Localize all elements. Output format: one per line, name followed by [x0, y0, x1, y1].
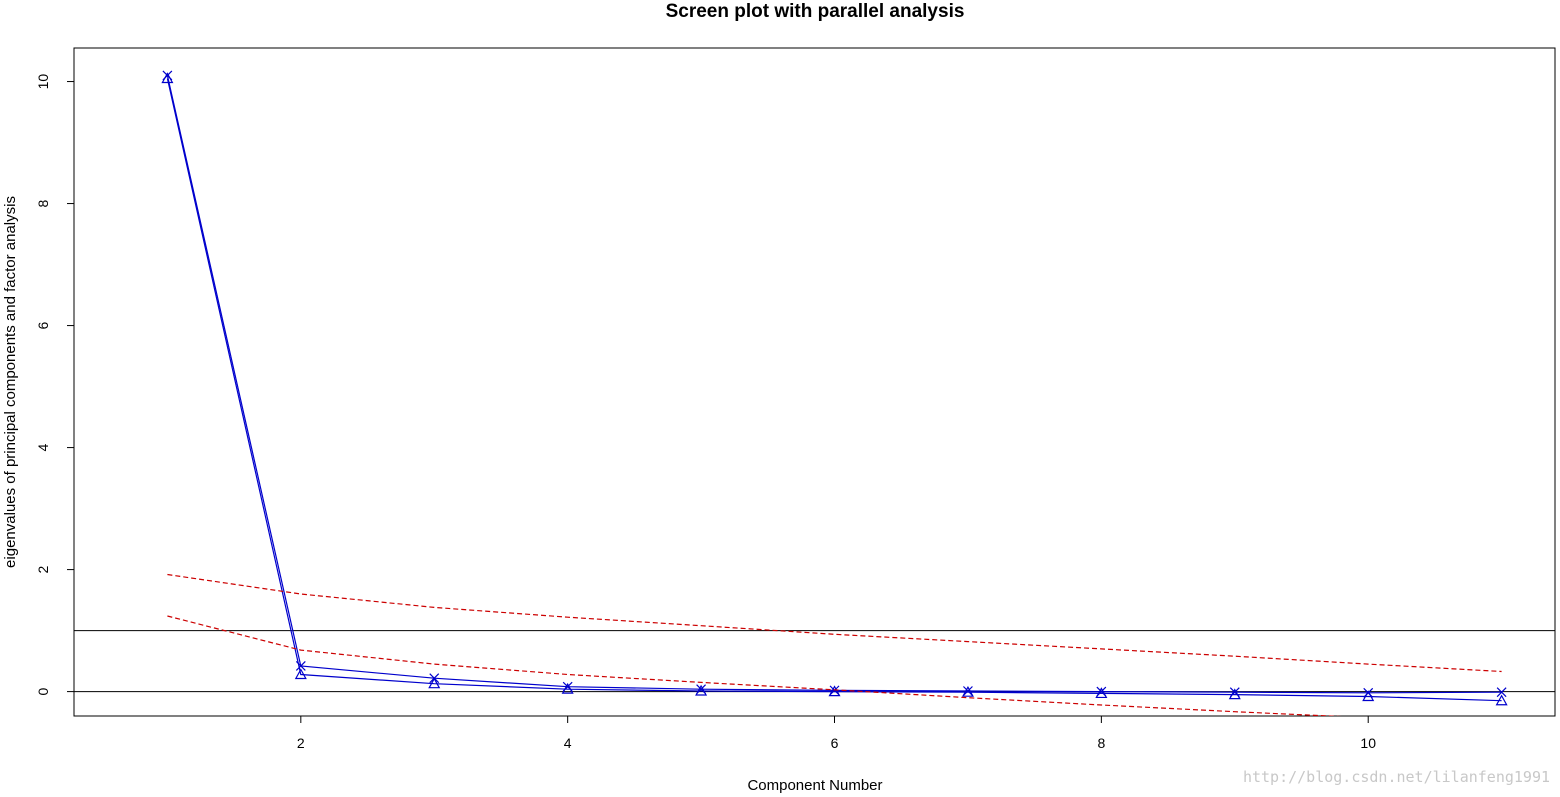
plot-frame	[73, 47, 1556, 717]
data-point-triangle	[828, 685, 841, 697]
y-tick-label: 2	[35, 565, 51, 573]
y-ticks: 0 2 4 6 8 10	[35, 74, 74, 695]
y-tick-label: 8	[35, 199, 51, 207]
x-tick-label: 8	[1097, 735, 1105, 751]
x-axis-label: Component Number	[747, 777, 882, 794]
simulated-data-line	[167, 573, 1502, 673]
eigenvalue-line	[166, 78, 1502, 702]
y-axis-label: eigenvalues of principal components and …	[2, 196, 19, 568]
y-tick-label: 10	[35, 74, 51, 90]
data-point-triangle	[1362, 690, 1375, 702]
data-point-triangle	[1095, 687, 1108, 699]
chart-title: Screen plot with parallel analysis	[666, 1, 965, 22]
x-tick-label: 6	[831, 735, 839, 751]
y-tick-label: 0	[35, 687, 51, 695]
y-tick-label: 6	[35, 321, 51, 329]
y-tick-label: 4	[35, 443, 51, 451]
watermark: http://blog.csdn.net/lilanfeng1991	[1243, 768, 1550, 786]
data-point-triangle	[161, 72, 174, 84]
data-point-cross	[963, 686, 973, 696]
data-point-triangle	[1228, 688, 1241, 700]
data-point-triangle	[428, 677, 441, 689]
x-ticks: 2 4 6 8 10	[297, 716, 1376, 751]
series-layer	[161, 70, 1508, 716]
reference-lines	[74, 630, 1555, 693]
x-tick-label: 2	[297, 735, 305, 751]
x-tick-label: 10	[1360, 735, 1376, 751]
data-point-triangle	[1495, 694, 1508, 706]
data-point-cross	[1496, 687, 1507, 698]
data-point-triangle	[961, 685, 974, 697]
data-point-triangle	[695, 684, 708, 696]
x-tick-label: 4	[564, 735, 572, 751]
data-point-triangle	[294, 668, 307, 680]
simulated-data-line	[167, 615, 1342, 716]
data-point-triangle	[561, 682, 574, 694]
